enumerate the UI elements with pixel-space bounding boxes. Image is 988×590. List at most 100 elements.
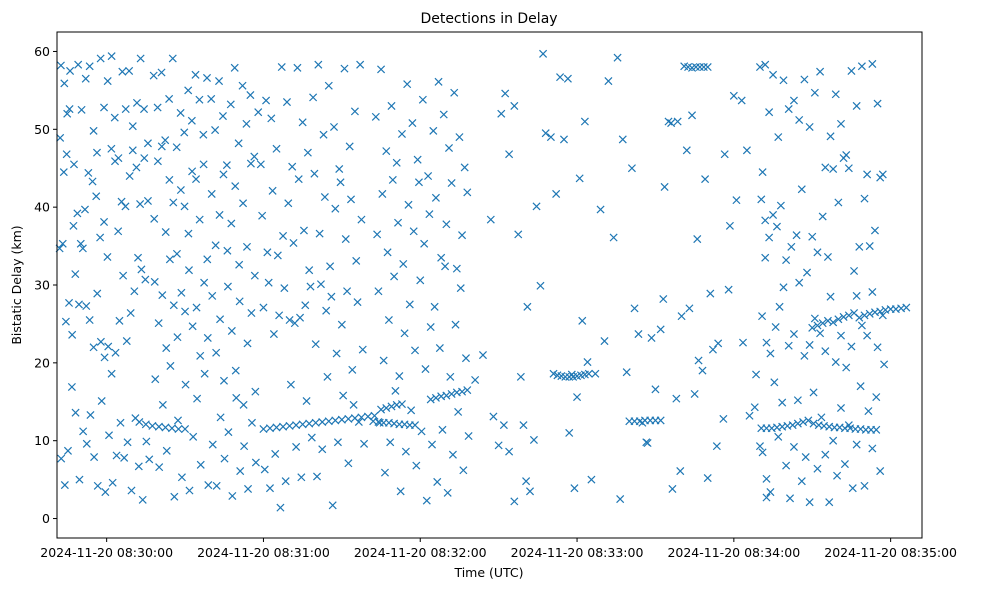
scatter-point	[817, 413, 826, 422]
scatter-point	[857, 62, 866, 71]
scatter-point	[349, 400, 358, 409]
x-tick-label: 2024-11-20 08:34:00	[667, 545, 800, 560]
scatter-point	[135, 417, 144, 427]
scatter-point	[442, 220, 451, 229]
scatter-point	[292, 421, 301, 430]
scatter-point	[810, 314, 819, 323]
scatter-point	[284, 199, 293, 208]
scatter-point	[850, 266, 859, 276]
scatter-point	[191, 70, 200, 79]
scatter-point	[86, 410, 95, 420]
scatter-point	[345, 142, 354, 151]
scatter-point	[438, 425, 447, 434]
scatter-point	[181, 380, 190, 389]
scatter-point	[776, 201, 785, 210]
scatter-point	[816, 67, 825, 76]
scatter-point	[410, 421, 420, 430]
scatter-point	[431, 393, 440, 402]
scatter-point	[299, 226, 308, 235]
scatter-point	[431, 193, 440, 202]
scatter-point	[865, 309, 874, 318]
scatter-point	[387, 402, 396, 411]
scatter-point	[561, 372, 570, 381]
scatter-point	[863, 331, 872, 340]
scatter-point	[856, 382, 865, 391]
scatter-point	[444, 143, 454, 153]
scatter-point	[85, 62, 94, 71]
scatter-point	[216, 315, 225, 324]
scatter-point	[864, 407, 873, 416]
scatter-point	[226, 100, 235, 109]
scatter-point	[60, 481, 69, 490]
scatter-point	[450, 88, 459, 97]
scatter-point	[242, 119, 251, 128]
scatter-point	[870, 226, 879, 235]
scatter-point	[250, 152, 259, 161]
scatter-point	[219, 376, 229, 385]
scatter-point	[320, 193, 329, 202]
scatter-point	[695, 63, 704, 72]
scatter-point	[630, 304, 639, 313]
scatter-point	[761, 216, 770, 225]
scatter-point	[784, 105, 793, 114]
scatter-point	[808, 232, 817, 241]
scatter-point	[307, 433, 316, 442]
scatter-point	[89, 343, 98, 352]
scatter-point	[880, 360, 889, 369]
scatter-point	[377, 405, 386, 414]
scatter-point	[455, 133, 464, 142]
scatter-point	[778, 398, 787, 407]
scatter-point	[196, 351, 205, 360]
scatter-point	[823, 252, 832, 261]
scatter-point	[247, 309, 256, 318]
scatter-point	[460, 163, 469, 172]
scatter-point	[836, 403, 846, 413]
scatter-point	[805, 122, 814, 131]
scatter-point	[829, 436, 838, 445]
scatter-point	[660, 182, 669, 191]
scatter-point	[774, 432, 783, 441]
scatter-point	[285, 316, 294, 325]
x-tick-label: 2024-11-20 08:31:00	[197, 545, 330, 560]
scatter-point	[816, 329, 825, 338]
scatter-point	[314, 60, 323, 69]
scatter-point	[758, 168, 767, 177]
scatter-point	[860, 481, 869, 490]
scatter-point	[222, 161, 231, 170]
scatter-point	[65, 105, 74, 114]
x-axis-label: Time (UTC)	[453, 565, 523, 580]
scatter-point	[668, 484, 677, 493]
scatter-point	[298, 118, 307, 127]
scatter-point	[153, 157, 162, 166]
scatter-point	[357, 413, 366, 422]
scatter-point	[324, 417, 333, 426]
scatter-point	[220, 454, 229, 463]
scatter-point	[107, 369, 116, 378]
scatter-point	[288, 162, 297, 171]
scatter-point	[446, 372, 455, 381]
scatter-point	[826, 292, 835, 301]
scatter-point	[82, 301, 91, 311]
scatter-point	[486, 215, 495, 224]
scatter-point	[260, 465, 269, 474]
scatter-point	[762, 493, 771, 502]
scatter-point	[115, 316, 124, 325]
scatter-point	[834, 315, 843, 324]
scatter-point	[150, 214, 159, 223]
scatter-point	[380, 468, 389, 477]
scatter-point	[789, 442, 798, 451]
scatter-point	[765, 233, 774, 242]
scatter-point	[136, 54, 145, 63]
scatter-point	[162, 446, 171, 455]
scatter-point	[326, 262, 335, 271]
scatter-point	[199, 160, 208, 169]
scatter-point	[223, 246, 232, 255]
scatter-point	[805, 498, 814, 507]
scatter-point	[868, 287, 877, 297]
scatter-point	[458, 387, 467, 396]
scatter-point	[442, 391, 451, 400]
scatter-point	[501, 89, 510, 98]
scatter-point	[157, 142, 166, 151]
scatter-point	[76, 239, 85, 248]
